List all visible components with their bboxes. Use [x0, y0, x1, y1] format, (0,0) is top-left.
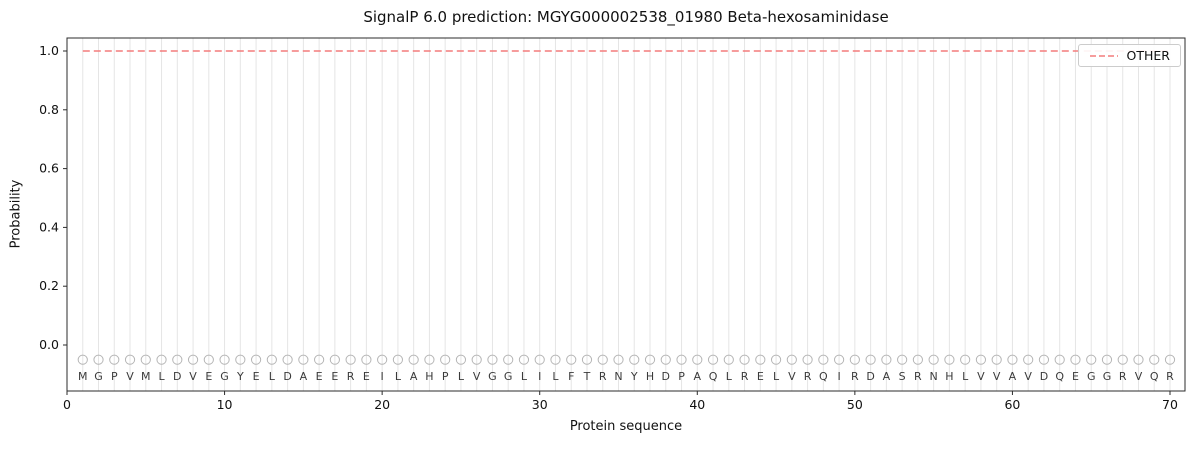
legend-line-sample-icon	[1089, 54, 1118, 57]
svg-text:V: V	[788, 370, 796, 383]
svg-text:F: F	[568, 370, 574, 383]
svg-text:E: E	[363, 370, 370, 383]
svg-text:N: N	[614, 370, 622, 383]
svg-text:E: E	[331, 370, 338, 383]
svg-text:1.0: 1.0	[39, 43, 59, 58]
svg-text:Q: Q	[709, 370, 718, 383]
svg-text:E: E	[205, 370, 212, 383]
svg-text:R: R	[851, 370, 859, 383]
svg-text:R: R	[599, 370, 607, 383]
chart-title: SignalP 6.0 prediction: MGYG000002538_01…	[363, 8, 889, 26]
svg-text:0.6: 0.6	[39, 161, 59, 176]
svg-text:V: V	[1135, 370, 1143, 383]
svg-text:G: G	[504, 370, 513, 383]
svg-text:Q: Q	[1055, 370, 1064, 383]
svg-text:R: R	[804, 370, 812, 383]
svg-text:L: L	[158, 370, 165, 383]
svg-text:P: P	[678, 370, 685, 383]
svg-text:P: P	[111, 370, 118, 383]
x-ticks: 0 10 20 30 40 50 60 70	[63, 391, 1178, 412]
svg-text:M: M	[78, 370, 88, 383]
svg-text:R: R	[741, 370, 749, 383]
svg-text:M: M	[141, 370, 151, 383]
svg-text:D: D	[866, 370, 874, 383]
legend-label: OTHER	[1126, 48, 1170, 63]
svg-text:R: R	[1166, 370, 1174, 383]
svg-text:V: V	[977, 370, 985, 383]
svg-text:0.0: 0.0	[39, 337, 59, 352]
svg-text:Y: Y	[236, 370, 244, 383]
svg-text:Q: Q	[1150, 370, 1159, 383]
svg-text:30: 30	[532, 397, 548, 412]
svg-text:Y: Y	[630, 370, 638, 383]
svg-text:0.2: 0.2	[39, 278, 59, 293]
svg-text:I: I	[837, 370, 840, 383]
legend: OTHER	[1077, 44, 1181, 67]
svg-text:A: A	[410, 370, 418, 383]
svg-text:V: V	[1024, 370, 1032, 383]
svg-text:S: S	[899, 370, 906, 383]
svg-text:L: L	[962, 370, 969, 383]
svg-text:V: V	[473, 370, 481, 383]
svg-text:E: E	[1072, 370, 1079, 383]
svg-text:R: R	[347, 370, 355, 383]
svg-text:V: V	[993, 370, 1001, 383]
svg-text:G: G	[1103, 370, 1112, 383]
svg-text:P: P	[442, 370, 449, 383]
svg-text:R: R	[914, 370, 922, 383]
svg-text:L: L	[726, 370, 733, 383]
svg-text:N: N	[930, 370, 938, 383]
svg-text:60: 60	[1004, 397, 1020, 412]
y-ticks: 0.0 0.2 0.4 0.6 0.8 1.0	[39, 43, 67, 352]
svg-text:V: V	[126, 370, 134, 383]
svg-text:L: L	[458, 370, 465, 383]
svg-text:D: D	[283, 370, 291, 383]
svg-text:D: D	[173, 370, 181, 383]
svg-text:20: 20	[374, 397, 390, 412]
svg-text:40: 40	[689, 397, 705, 412]
svg-text:D: D	[1040, 370, 1048, 383]
svg-text:A: A	[1009, 370, 1017, 383]
svg-text:G: G	[94, 370, 103, 383]
svg-text:70: 70	[1162, 397, 1178, 412]
svg-text:R: R	[1119, 370, 1127, 383]
svg-text:L: L	[552, 370, 559, 383]
svg-text:I: I	[381, 370, 384, 383]
svg-text:H: H	[945, 370, 953, 383]
svg-text:G: G	[488, 370, 497, 383]
svg-text:G: G	[1087, 370, 1096, 383]
svg-text:G: G	[220, 370, 229, 383]
svg-text:L: L	[521, 370, 528, 383]
svg-text:50: 50	[847, 397, 863, 412]
svg-text:0.4: 0.4	[39, 219, 59, 234]
svg-text:L: L	[269, 370, 276, 383]
y-axis-label: Probability	[8, 179, 24, 249]
svg-text:L: L	[395, 370, 402, 383]
svg-text:V: V	[189, 370, 197, 383]
svg-text:10: 10	[217, 397, 233, 412]
svg-text:A: A	[694, 370, 702, 383]
svg-text:D: D	[662, 370, 670, 383]
svg-text:H: H	[646, 370, 654, 383]
svg-text:E: E	[316, 370, 323, 383]
svg-text:I: I	[538, 370, 541, 383]
svg-text:Q: Q	[819, 370, 828, 383]
svg-text:A: A	[300, 370, 308, 383]
svg-text:H: H	[425, 370, 433, 383]
svg-text:E: E	[757, 370, 764, 383]
svg-text:0: 0	[63, 397, 71, 412]
svg-text:E: E	[253, 370, 260, 383]
axis-frame	[66, 37, 1186, 392]
x-axis-label: Protein sequence	[569, 419, 683, 434]
residue-markers	[77, 354, 1176, 365]
svg-text:T: T	[583, 370, 591, 383]
gridlines	[82, 38, 1171, 391]
svg-text:L: L	[773, 370, 780, 383]
svg-text:0.8: 0.8	[39, 102, 59, 117]
svg-text:A: A	[883, 370, 891, 383]
